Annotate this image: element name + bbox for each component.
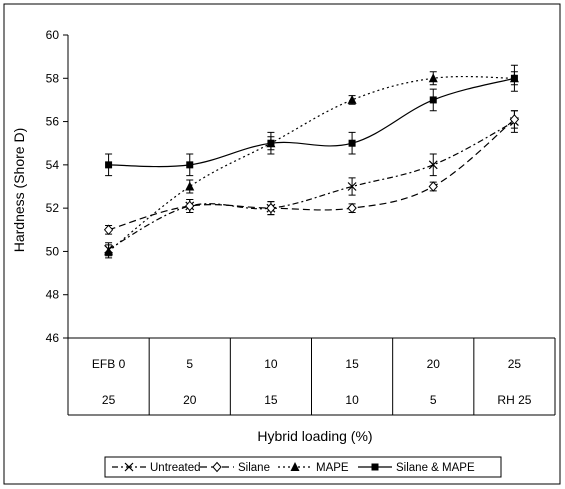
series-line (108, 75, 515, 252)
data-point (103, 224, 114, 236)
legend-label: Silane & MAPE (396, 462, 475, 474)
legend-label: Untreated (150, 462, 201, 474)
y-tick-label: 54 (46, 158, 60, 172)
data-point (347, 94, 357, 104)
x-category-label-rh: 25 (102, 393, 116, 407)
y-tick-label: 48 (46, 288, 60, 302)
data-point (509, 114, 520, 125)
y-tick-label: 46 (46, 331, 60, 345)
data-point (185, 181, 195, 191)
legend-label: MAPE (316, 462, 349, 474)
x-category-label-rh: RH 25 (497, 393, 531, 407)
series-layer (103, 64, 520, 259)
data-point (428, 160, 438, 170)
legend: Untreated Silane MAPE Silane & MAPE (104, 456, 502, 478)
legend-marker (212, 461, 222, 473)
y-tick-label: 50 (46, 244, 60, 258)
y-tick-label: 52 (46, 201, 60, 215)
data-point (185, 200, 195, 212)
data-point (428, 73, 438, 83)
series-line (108, 121, 515, 250)
y-axis-title: Hardness (Shore D) (11, 128, 27, 253)
data-point (510, 74, 518, 82)
series-silane-mape (105, 64, 518, 177)
x-category-label-efb: 5 (186, 357, 193, 371)
y-tick-label: 58 (46, 71, 60, 85)
x-category-label-rh: 15 (264, 393, 278, 407)
legend-marker (290, 462, 300, 471)
data-point (266, 202, 276, 214)
legend-marker (124, 462, 134, 472)
data-point (105, 161, 113, 169)
x-category-label-efb: 25 (508, 357, 522, 371)
series-silane (103, 110, 520, 236)
legend-marker (371, 463, 379, 471)
data-point (186, 161, 194, 169)
y-tick-label: 60 (46, 28, 60, 42)
axes-layer: 46 48 50 52 54 56 58 60 EFB 0 5 10 15 20 25 25 20 15 10 5 R… (46, 28, 556, 416)
x-category-label-efb: EFB 0 (92, 357, 126, 371)
x-category-label-efb: 10 (264, 357, 278, 371)
x-axis-title: Hybrid loading (%) (257, 428, 372, 444)
legend-label: Silane (238, 462, 270, 474)
data-point (429, 96, 437, 104)
data-point (428, 181, 438, 192)
y-tick-label: 56 (46, 115, 60, 129)
x-category-label-efb: 20 (427, 357, 441, 371)
data-point (104, 246, 114, 256)
x-category-label-rh: 20 (183, 393, 197, 407)
x-category-label-rh: 10 (345, 393, 359, 407)
data-point (347, 182, 357, 191)
data-point (347, 202, 357, 214)
x-category-label-efb: 15 (345, 357, 359, 371)
series-line (108, 77, 515, 168)
series-line (108, 118, 515, 231)
data-point (267, 139, 275, 147)
x-category-label-rh: 5 (430, 393, 437, 407)
chart-border (3, 3, 561, 485)
data-point (348, 139, 356, 147)
